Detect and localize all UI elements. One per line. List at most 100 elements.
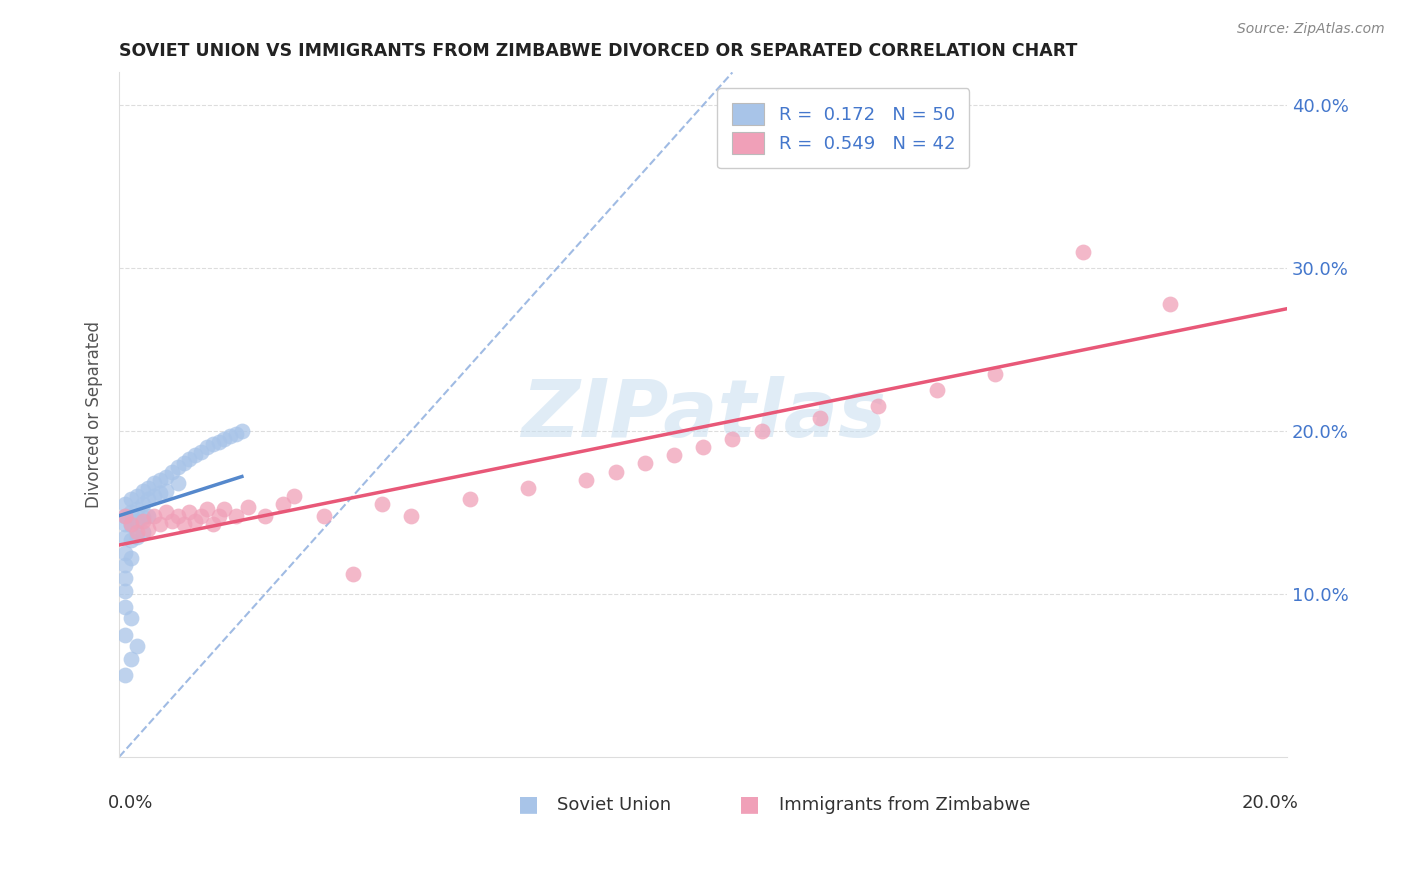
Point (131, 524, 153, 539)
Point (225, 508, 247, 523)
Point (138, 481, 160, 495)
Point (120, 505, 142, 519)
Point (236, 500, 259, 515)
Point (114, 570, 136, 584)
Point (143, 489, 166, 503)
Point (125, 489, 148, 503)
Point (173, 457, 195, 471)
Point (179, 505, 201, 519)
Point (125, 524, 148, 539)
Point (120, 533, 142, 547)
Point (125, 514, 148, 528)
Point (605, 465, 627, 479)
Point (114, 558, 136, 572)
Point (214, 502, 236, 516)
Point (225, 427, 247, 442)
Text: ZIPatlas: ZIPatlas (520, 376, 886, 454)
Point (219, 429, 242, 443)
Point (120, 492, 142, 507)
Point (925, 383, 948, 397)
Point (114, 583, 136, 598)
Point (195, 440, 218, 454)
Point (190, 508, 212, 523)
Point (173, 516, 195, 531)
Point (283, 489, 305, 503)
Point (721, 432, 744, 446)
Point (138, 492, 160, 507)
Point (195, 502, 218, 516)
Point (184, 514, 207, 528)
Point (634, 457, 657, 471)
Point (138, 522, 160, 536)
Text: SOVIET UNION VS IMMIGRANTS FROM ZIMBABWE DIVORCED OR SEPARATED CORRELATION CHART: SOVIET UNION VS IMMIGRANTS FROM ZIMBABWE… (120, 42, 1077, 60)
Point (201, 516, 224, 531)
Point (254, 508, 277, 523)
Point (131, 514, 153, 528)
Point (231, 424, 253, 438)
Point (271, 497, 294, 511)
Y-axis label: Divorced or Separated: Divorced or Separated (86, 321, 103, 508)
Point (125, 639, 148, 653)
Point (149, 473, 172, 487)
Point (160, 514, 183, 528)
Point (120, 516, 142, 531)
Point (114, 516, 136, 531)
Text: 0.0%: 0.0% (108, 795, 153, 813)
Point (207, 435, 229, 450)
Point (131, 497, 153, 511)
Point (984, 367, 1007, 381)
Text: Soviet Union: Soviet Union (557, 796, 671, 814)
Point (143, 476, 166, 491)
Point (120, 518, 142, 533)
Point (114, 508, 136, 523)
Point (312, 508, 335, 523)
Point (207, 508, 229, 523)
Text: 20.0%: 20.0% (1241, 795, 1299, 813)
Point (120, 652, 142, 666)
Point (138, 508, 160, 523)
Point (160, 465, 183, 479)
Point (201, 437, 224, 451)
Point (179, 451, 201, 466)
Point (114, 497, 136, 511)
Point (166, 476, 188, 491)
Point (114, 530, 136, 544)
Point (114, 508, 136, 523)
Point (214, 432, 236, 446)
Point (575, 473, 598, 487)
Point (458, 492, 481, 507)
Point (155, 505, 177, 519)
Point (371, 497, 394, 511)
Point (1071, 244, 1094, 259)
Point (114, 668, 136, 682)
Text: Immigrants from Zimbabwe: Immigrants from Zimbabwe (779, 796, 1031, 814)
Point (184, 448, 207, 462)
Point (120, 551, 142, 566)
Point (143, 508, 166, 523)
Point (399, 508, 422, 523)
Point (120, 611, 142, 625)
Point (125, 502, 148, 516)
Point (808, 410, 831, 425)
Text: Source: ZipAtlas.com: Source: ZipAtlas.com (1237, 22, 1385, 37)
Point (662, 448, 685, 462)
Point (114, 627, 136, 641)
Point (190, 445, 212, 459)
Point (155, 484, 177, 499)
Point (692, 440, 714, 454)
Point (131, 484, 153, 499)
Point (114, 599, 136, 614)
Point (149, 516, 172, 531)
Point (868, 400, 890, 414)
Point (125, 530, 148, 544)
Point (149, 485, 172, 500)
Text: ■: ■ (517, 795, 538, 814)
Point (166, 459, 188, 474)
Legend: R =  0.172   N = 50, R =  0.549   N = 42: R = 0.172 N = 50, R = 0.549 N = 42 (717, 88, 970, 169)
Point (342, 567, 364, 582)
Point (166, 508, 188, 523)
Point (131, 510, 153, 524)
Point (1159, 297, 1181, 311)
Point (751, 424, 773, 438)
Point (517, 481, 540, 495)
